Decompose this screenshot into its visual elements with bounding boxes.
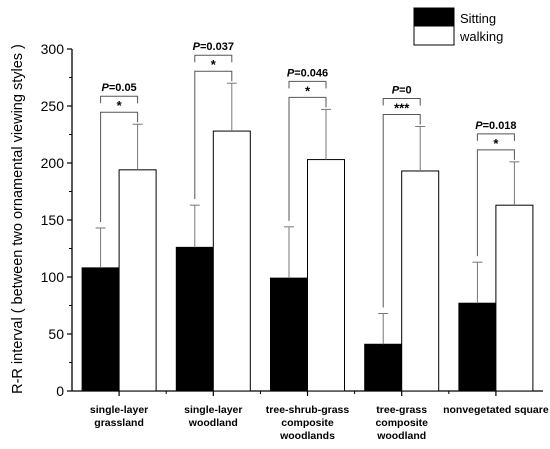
y-tick-label: 50 — [48, 326, 64, 342]
legend-swatch-walking — [413, 25, 455, 46]
plot-area: 050100150200250300single-layergrassland*… — [41, 41, 549, 442]
p-value-label: P=0 — [392, 85, 412, 97]
p-value-bracket — [288, 80, 327, 89]
bar-walking — [307, 159, 345, 392]
y-tick-label: 100 — [41, 269, 65, 285]
x-tick-label: composite — [375, 417, 428, 429]
y-tick-label: 300 — [41, 41, 65, 57]
legend-swatch-sitting — [413, 7, 455, 28]
p-value-label: P=0.018 — [475, 120, 516, 132]
significance-bracket — [382, 114, 421, 308]
p-value-bracket — [382, 98, 421, 106]
x-tick-label: woodland — [188, 417, 238, 429]
p-value-label: P=0.05 — [102, 82, 137, 94]
bar-sitting — [458, 302, 497, 392]
bar-sitting — [81, 267, 120, 392]
x-tick-label: single-layer — [90, 404, 148, 416]
y-tick-label: 150 — [41, 212, 65, 228]
significance-stars: * — [117, 98, 123, 113]
x-tick-label: composite — [281, 417, 334, 429]
p-value-bracket — [194, 54, 233, 63]
significance-stars: *** — [394, 101, 410, 116]
y-tick-label: 200 — [41, 155, 65, 171]
x-tick-label: grassland — [94, 417, 144, 429]
x-tick-label: tree-shrub-grass — [266, 404, 350, 416]
significance-bracket — [288, 96, 327, 221]
legend-label-sitting: Sitting — [460, 11, 496, 26]
bar-walking — [495, 204, 534, 392]
x-tick-label: woodlands — [279, 430, 335, 442]
bar-walking — [401, 170, 440, 392]
p-value-label: P=0.046 — [287, 67, 328, 79]
bar-walking — [212, 130, 251, 392]
bar-sitting — [270, 277, 308, 392]
y-axis-label: R-R interval ( between two ornamental vi… — [10, 44, 26, 394]
x-tick-label: tree-grass — [376, 404, 427, 416]
y-tick-label: 250 — [41, 98, 65, 114]
bar-walking — [118, 169, 157, 392]
x-tick-label: nonvegetated square — [443, 404, 549, 416]
bar-sitting — [175, 246, 214, 392]
legend: Sitting walking — [413, 7, 503, 46]
p-value-bracket — [100, 95, 139, 104]
bar-sitting — [364, 343, 403, 392]
significance-bracket — [476, 149, 515, 257]
x-tick-label: woodland — [376, 430, 426, 442]
p-value-label: P=0.037 — [193, 41, 234, 53]
significance-stars: * — [211, 57, 217, 72]
significance-bracket — [194, 70, 233, 200]
p-value-bracket — [476, 133, 515, 141]
significance-stars: * — [493, 136, 499, 151]
legend-label-walking: walking — [459, 29, 503, 44]
x-tick-label: single-layer — [184, 404, 242, 416]
significance-bracket — [100, 111, 139, 222]
significance-stars: * — [305, 83, 311, 98]
y-tick-label: 0 — [56, 383, 64, 399]
